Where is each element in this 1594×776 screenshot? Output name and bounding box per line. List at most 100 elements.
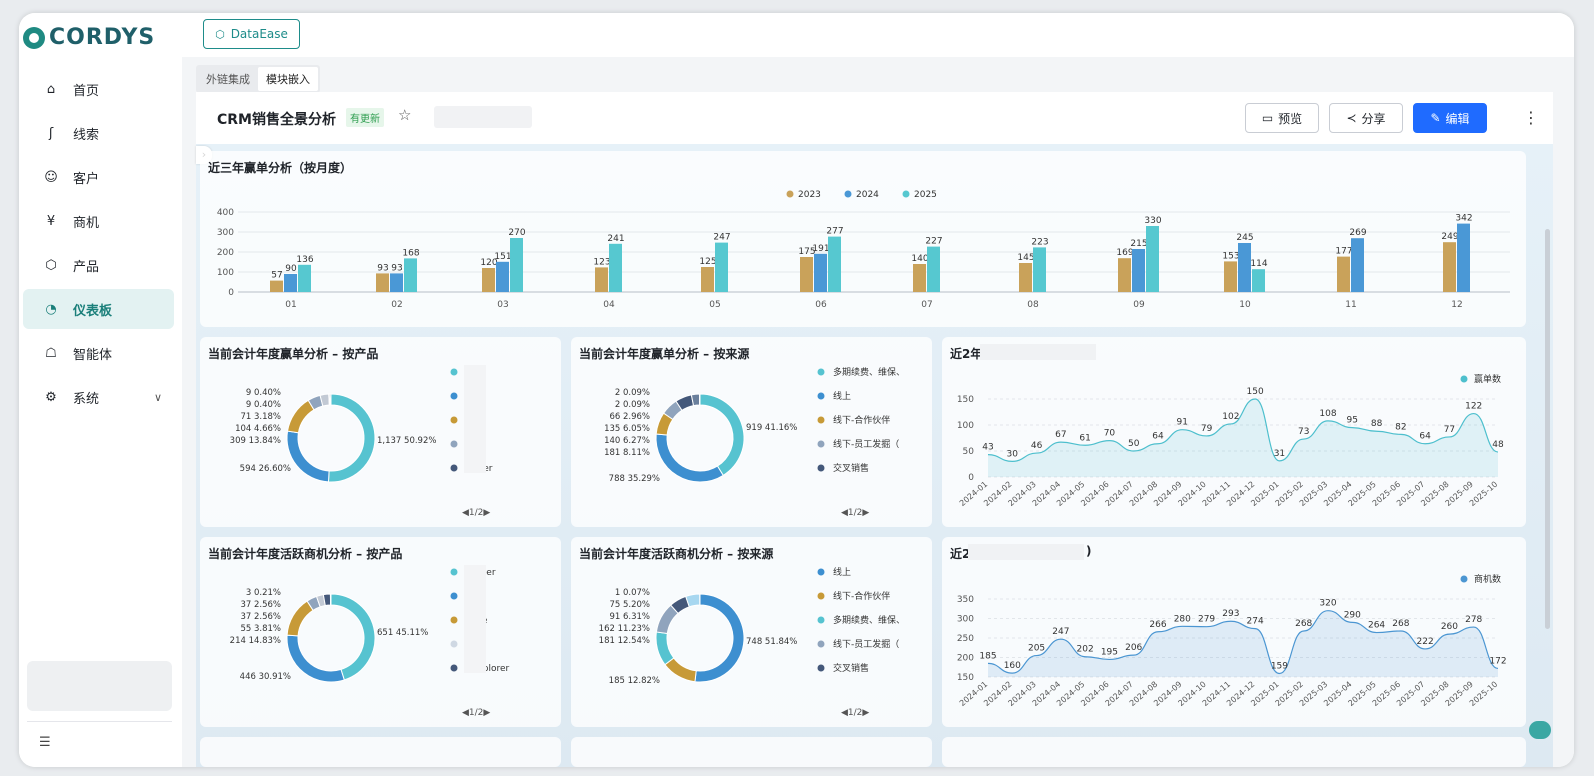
data-label: 88 xyxy=(1371,419,1383,429)
data-label: 227 xyxy=(925,237,942,247)
data-label: 70 xyxy=(1104,429,1116,439)
status-badge: 有更新 xyxy=(346,108,384,127)
share-icon: ≺ xyxy=(1346,111,1357,125)
star-icon[interactable]: ☆ xyxy=(398,106,412,124)
sidebar-item-system[interactable]: ⚙ 系统 ∨ xyxy=(23,377,174,417)
edit-button[interactable]: ✎ 编辑 xyxy=(1413,103,1487,133)
monitor-icon: ▭ xyxy=(1261,111,1274,125)
pie-slice xyxy=(329,593,332,606)
data-label: 172 xyxy=(1489,656,1506,666)
bar xyxy=(284,274,297,292)
redacted-field xyxy=(464,565,486,673)
panel-wins-2y: 近2年 0 50 100 150 赢单数 43 30 46 67 61 70 50 64 91 79 102 1… xyxy=(942,337,1526,527)
yen-icon: ¥ xyxy=(46,213,56,229)
pager[interactable]: ◀1/2▶ xyxy=(841,508,870,518)
chat-assistant-icon[interactable] xyxy=(1529,721,1551,739)
data-label: 270 xyxy=(508,228,525,238)
data-label: 274 xyxy=(1247,617,1264,627)
user-card[interactable] xyxy=(27,661,172,711)
sidebar-item-label: 仪表板 xyxy=(73,303,113,319)
y-tick-label: 0 xyxy=(968,473,974,483)
x-tick-label: 11 xyxy=(1345,300,1356,310)
customer-icon: ☺ xyxy=(44,169,58,185)
data-label: 9 0.40% xyxy=(246,400,281,410)
legend-marker xyxy=(450,592,458,600)
collapse-menu-icon[interactable]: ☰ xyxy=(39,735,51,750)
sidebar-item-home[interactable]: ⌂ 首页 xyxy=(23,69,174,109)
legend-label: 交叉销售 xyxy=(833,462,869,474)
divider xyxy=(27,721,172,722)
pie-slice xyxy=(694,593,745,683)
legend-marker xyxy=(817,640,825,648)
bar xyxy=(376,273,389,292)
data-label: 205 xyxy=(1028,644,1045,654)
data-label: 181 8.11% xyxy=(604,448,650,458)
bar xyxy=(927,246,940,292)
panel-wins-by-source: 当前会计年度赢单分析 – 按来源 919 41.16% 788 35.29% 181… xyxy=(571,337,932,527)
legend-label: 多期续费、维保、 xyxy=(833,366,905,378)
bar xyxy=(1224,261,1237,292)
preview-label: 预览 xyxy=(1278,111,1303,126)
sidebar-item-customers[interactable]: ☺ 客户 xyxy=(23,157,174,197)
bar xyxy=(1457,223,1470,292)
x-tick-label: 03 xyxy=(497,300,508,310)
more-icon[interactable]: ⋮ xyxy=(1523,108,1539,127)
sidebar-item-label: 商机 xyxy=(73,215,100,231)
data-label: 309 13.84% xyxy=(230,436,281,446)
donut-chart: 919 41.16% 788 35.29% 181 8.11% 140 6.27% 13… xyxy=(604,366,905,484)
top-bar: ⬡ DataEase xyxy=(182,13,1574,57)
data-label: 168 xyxy=(402,248,419,258)
sidebar-item-leads[interactable]: ʃ 线索 xyxy=(23,113,174,153)
share-button[interactable]: ≺ 分享 xyxy=(1329,103,1403,133)
logo-text: CORDYS xyxy=(49,25,156,50)
dataease-button[interactable]: ⬡ DataEase xyxy=(203,19,300,49)
preview-button[interactable]: ▭ 预览 xyxy=(1245,103,1319,133)
data-label: 37 2.56% xyxy=(240,600,281,610)
data-label: 114 xyxy=(1250,259,1267,269)
data-label: 82 xyxy=(1395,422,1406,432)
data-label: 64 xyxy=(1152,432,1164,442)
data-label: 2 0.09% xyxy=(615,388,650,398)
sidebar-item-dashboard[interactable]: ◔ 仪表板 xyxy=(23,289,174,329)
pager[interactable]: ◀1/2▶ xyxy=(462,708,491,718)
tab-module-embed[interactable]: 模块嵌入 xyxy=(258,67,318,91)
legend-label: 线下-员工发掘（ xyxy=(833,438,899,450)
data-label: 31 xyxy=(1274,449,1285,459)
sub-tabs: 外链集成 模块嵌入 xyxy=(196,65,320,93)
legend-label: 多期续费、维保、 xyxy=(833,614,905,626)
sidebar-item-products[interactable]: ⬡ 产品 xyxy=(23,245,174,285)
sidebar-item-opportunities[interactable]: ¥ 商机 xyxy=(23,201,174,241)
data-label: 320 xyxy=(1319,599,1336,609)
data-label: 185 12.82% xyxy=(609,676,660,686)
legend-marker xyxy=(450,368,458,376)
pager[interactable]: ◀1/2▶ xyxy=(462,508,491,518)
legend-marker xyxy=(902,190,910,198)
data-label: 79 xyxy=(1201,424,1213,434)
data-label: 215 xyxy=(1130,239,1147,249)
x-tick-label: 09 xyxy=(1133,300,1145,310)
legend-label: 线下-合作伙伴 xyxy=(833,414,890,426)
y-tick-label: 300 xyxy=(217,228,234,238)
tab-external-link[interactable]: 外链集成 xyxy=(206,73,250,86)
sidebar-item-agents[interactable]: ☖ 智能体 xyxy=(23,333,174,373)
pie-slice xyxy=(655,631,675,666)
panel-title: 近2 xyxy=(950,547,971,561)
data-label: 55 3.81% xyxy=(240,624,281,634)
data-label: 293 xyxy=(1222,609,1239,619)
panel-title: 近2年 xyxy=(950,347,983,361)
main-area: ⬡ DataEase 外链集成 模块嵌入 CRM销售全景分析 有更新 ☆ ▭ 预览… xyxy=(182,13,1574,767)
legend-label: 2025 xyxy=(914,190,937,200)
data-label: 241 xyxy=(607,234,624,244)
data-label: 177 xyxy=(1335,247,1352,257)
bar xyxy=(298,264,311,292)
data-label: 150 xyxy=(1247,387,1264,397)
scrollbar[interactable] xyxy=(1545,229,1550,629)
legend-marker xyxy=(450,440,458,448)
bar xyxy=(701,267,714,292)
series-line xyxy=(987,610,1499,675)
dashboard-icon: ◔ xyxy=(45,301,57,317)
logo-icon xyxy=(23,26,45,49)
data-label: 122 xyxy=(1465,402,1482,412)
pager[interactable]: ◀1/2▶ xyxy=(841,708,870,718)
data-label: 748 51.84% xyxy=(746,637,797,647)
